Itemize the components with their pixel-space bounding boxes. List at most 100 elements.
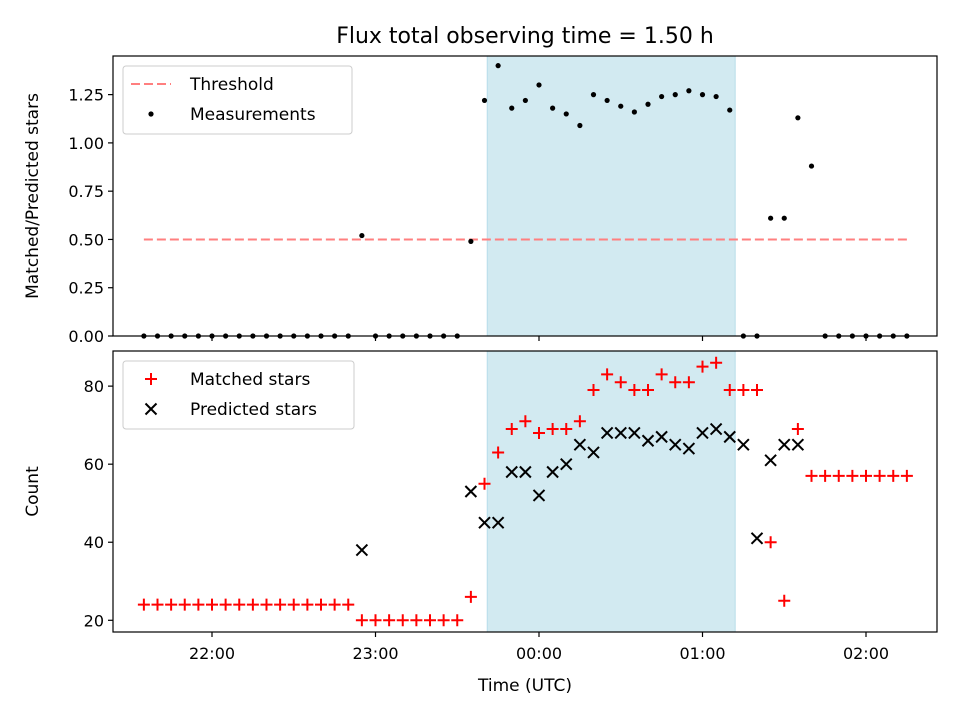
predicted-star-point [655, 430, 668, 444]
matched-star-point [832, 469, 845, 482]
measurement-point [536, 82, 542, 88]
matched-star-point [614, 376, 627, 389]
measurement-point [808, 163, 815, 169]
matched-star-point [573, 415, 586, 428]
predicted-star-point [532, 489, 546, 502]
matched-star-point [505, 423, 518, 436]
predicted-star-point [764, 454, 777, 467]
matched-star-point [165, 598, 178, 611]
matched-star-point [860, 469, 872, 482]
matched-star-point [192, 598, 205, 611]
legend-predicted-swatch [144, 402, 158, 416]
legend-label: Matched stars [190, 370, 310, 390]
measurement-point [713, 93, 719, 100]
legend-label: Measurements [190, 105, 316, 125]
matched-star-point [206, 598, 218, 611]
matched-star-point [451, 614, 464, 627]
legend-label: Predicted stars [190, 400, 317, 420]
bottom-panel: 20 40 60 80 22:00 23:00 00:00 01:00 02:00 Count Ma… [23, 350, 938, 663]
legend-box [122, 360, 355, 430]
predicted-star-point [723, 430, 736, 444]
y-axis-label: Count [23, 466, 43, 517]
matched-star-point [655, 368, 668, 381]
matched-star-point [287, 598, 300, 611]
matched-star-point [219, 598, 232, 611]
matched-star-point [628, 384, 641, 397]
measurement-point [727, 107, 733, 113]
y-tick-label: 40 [84, 533, 104, 552]
matched-star-point [710, 356, 723, 369]
matched-star-point [437, 614, 450, 627]
measurement-point [468, 238, 474, 244]
predicted-star-point [614, 426, 627, 440]
matched-star-point [151, 598, 164, 611]
matched-star-point [737, 384, 750, 397]
predicted-star-point [750, 532, 764, 545]
predicted-star-point [355, 543, 369, 557]
matched-star-point [342, 598, 355, 611]
matched-star-point [642, 384, 654, 397]
matched-star-point [546, 423, 559, 436]
matched-star-point [696, 360, 709, 373]
predicted-star-point [587, 446, 600, 459]
measurement-point [618, 103, 624, 109]
legend-box [122, 65, 353, 135]
y-tick-label: 60 [84, 455, 104, 474]
matched-star-point [791, 423, 804, 436]
measurement-point [481, 97, 488, 104]
measurement-point [577, 122, 583, 129]
matched-star-point [369, 614, 382, 627]
matched-star-point [315, 598, 327, 611]
matched-star-point [778, 594, 791, 607]
x-axis-label: Time (UTC) [477, 676, 572, 696]
predicted-star-point [709, 422, 723, 436]
measurement-point [604, 97, 610, 104]
matched-star-point [805, 469, 818, 482]
matched-star-point [178, 598, 191, 611]
measurement-point [672, 92, 678, 98]
matched-star-point [873, 469, 886, 482]
measurement-point [795, 115, 801, 121]
y-tick-label: 1.00 [68, 134, 104, 153]
matched-star-point [669, 376, 682, 389]
matched-star-point [751, 384, 763, 397]
y-tick-label: 20 [84, 611, 104, 630]
predicted-star-point [491, 516, 505, 529]
measurement-point [781, 215, 787, 221]
matched-star-point [492, 446, 505, 459]
measurement-point [699, 92, 706, 98]
predicted-star-point [628, 426, 641, 440]
matched-star-point [533, 426, 545, 439]
top-panel: 0.00 0.25 0.50 0.75 1.00 1.25 Matched/Predicte… [23, 55, 938, 346]
x-tick-label: 00:00 [516, 644, 562, 663]
predicted-star-point [573, 438, 587, 451]
matched-star-point [410, 614, 423, 627]
matched-star-point [328, 598, 341, 611]
matched-star-point [355, 614, 368, 627]
y-tick-label: 0.25 [68, 279, 104, 298]
matched-star-point [764, 536, 777, 549]
matched-star-point [560, 423, 573, 436]
measurement-point [359, 232, 365, 239]
predicted-star-point [778, 438, 791, 451]
predicted-star-point [669, 438, 682, 451]
measurement-point [659, 93, 665, 100]
axes-frame [112, 55, 938, 337]
measurement-point [645, 101, 651, 107]
measurement-point [522, 97, 528, 104]
matched-star-point [274, 598, 287, 611]
matched-star-point [478, 477, 491, 490]
chart-title: Flux total observing time = 1.50 h [336, 24, 714, 49]
axes-frame [112, 350, 938, 633]
y-tick-label: 80 [84, 377, 104, 396]
predicted-star-point [641, 434, 655, 447]
predicted-star-point [791, 438, 805, 451]
predicted-star-point [478, 516, 491, 529]
matched-star-point [601, 368, 614, 381]
measurement-point [495, 63, 501, 69]
y-axis-label: Matched/Predicted stars [23, 93, 43, 299]
measurement-point [550, 105, 556, 111]
measurement-point [563, 111, 569, 117]
matched-star-point [846, 469, 859, 482]
matched-star-point [723, 384, 736, 397]
